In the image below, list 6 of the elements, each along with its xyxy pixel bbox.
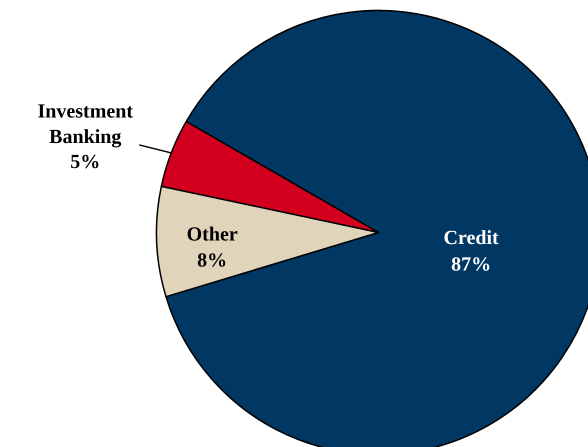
- slice-label: Credit: [444, 227, 500, 250]
- data-label: 5%: [70, 151, 100, 174]
- data-label: 8%: [197, 250, 228, 272]
- data-label: 87%: [451, 253, 492, 276]
- slice-label: Investment Banking: [37, 100, 134, 148]
- slice-label: Other: [186, 223, 238, 246]
